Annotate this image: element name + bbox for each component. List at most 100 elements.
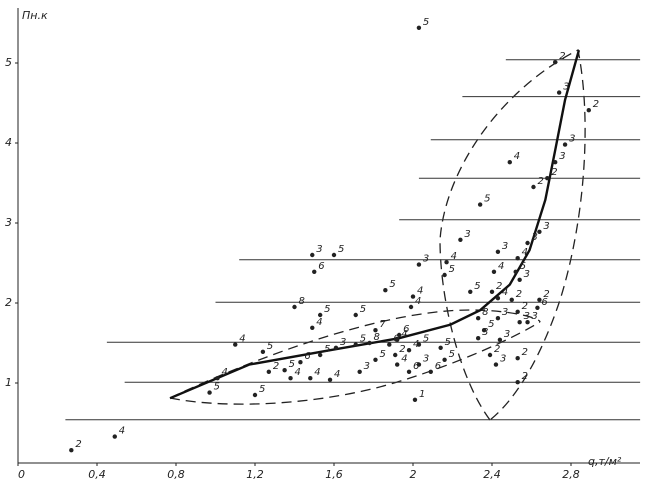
point [517, 320, 522, 325]
point [396, 332, 402, 338]
point-label: 5 [360, 334, 366, 345]
point [515, 256, 520, 261]
point [497, 337, 503, 342]
point [481, 328, 487, 333]
point [438, 345, 443, 350]
point-label: 4 [415, 296, 421, 307]
x-tick-label: 2 [410, 468, 417, 481]
point-label: 3 [502, 241, 508, 252]
point-label: 2 [75, 439, 81, 450]
point-label: 8 [299, 296, 305, 307]
point-label: 4 [417, 286, 423, 297]
point-label: 4 [221, 367, 227, 378]
point-label: 3 [543, 221, 549, 232]
y-tick-label: 3 [5, 216, 12, 229]
x-axis-label: q,т/м² [588, 455, 622, 468]
point-label: 5 [484, 194, 490, 205]
point [416, 342, 422, 347]
point [495, 249, 501, 254]
point [442, 357, 447, 362]
point [410, 294, 416, 299]
point-label: 5 [474, 281, 480, 292]
point-label: 2 [522, 301, 528, 312]
point [475, 316, 481, 321]
point-label: 2 [522, 371, 528, 382]
point [537, 229, 542, 234]
point-label: 4 [316, 317, 322, 328]
point [458, 237, 463, 242]
point-label: 5 [423, 17, 429, 28]
point [489, 289, 495, 294]
point [266, 369, 272, 374]
x-tick-label: 1,2 [246, 468, 264, 481]
point-label: 6 [435, 361, 441, 372]
point [333, 345, 339, 350]
point-label: 5 [379, 349, 385, 360]
point [416, 362, 422, 367]
point [412, 397, 418, 402]
point-label: 4 [334, 369, 340, 380]
point-label: 5 [338, 244, 344, 255]
x-tick-label: 2,4 [483, 468, 501, 481]
point-label: 2 [537, 176, 543, 187]
point-label: 6 [318, 261, 324, 272]
point-label: 4 [514, 151, 520, 162]
point-label: 4 [522, 247, 528, 258]
point [373, 328, 378, 333]
point [298, 360, 303, 365]
point [509, 297, 514, 302]
point-label: 6 [304, 351, 310, 362]
x-tick-label: 0,8 [167, 468, 185, 481]
point [252, 392, 258, 398]
point-label: 4 [498, 261, 504, 272]
point [112, 434, 117, 439]
point [292, 304, 297, 310]
point-label: 3 [340, 337, 346, 348]
point [535, 305, 540, 310]
point-label: 3 [482, 327, 488, 338]
point-label: 4 [314, 367, 320, 378]
point [327, 377, 333, 382]
point [373, 357, 378, 362]
point [537, 297, 542, 302]
point [515, 356, 520, 361]
point [531, 184, 536, 190]
point-label: 5 [449, 349, 455, 360]
point-label: 3 [464, 229, 470, 240]
point-label: 5 [520, 261, 526, 272]
point-label: 4 [119, 426, 125, 437]
point [393, 352, 398, 358]
point-label: 2 [522, 347, 528, 358]
point [477, 202, 483, 207]
y-tick-label: 5 [5, 56, 12, 69]
point-label: 4 [451, 251, 457, 262]
point-label: 6 [403, 324, 409, 335]
point [586, 108, 591, 113]
point [233, 342, 238, 347]
point [312, 269, 317, 274]
trend-curve [169, 49, 581, 400]
point-label: 5 [449, 264, 455, 275]
point-label: 3 [563, 82, 569, 93]
point-label: 6 [413, 361, 419, 372]
point-label: 5 [445, 337, 451, 348]
y-tick-label: 1 [5, 376, 12, 389]
point-label: 8 [482, 307, 488, 318]
point [353, 342, 358, 347]
point-label: 5 [259, 384, 265, 395]
point [215, 376, 220, 381]
point [515, 380, 520, 385]
point-label: 8 [374, 332, 380, 343]
point-label: 2 [496, 281, 502, 292]
point [69, 448, 74, 453]
point-label: 5 [324, 304, 330, 315]
point-label: 4 [413, 339, 419, 350]
point-label: 4 [401, 329, 407, 340]
point [395, 362, 400, 367]
point [507, 160, 512, 165]
point-label: 3 [569, 134, 575, 145]
point [416, 262, 422, 267]
point-label: 2 [559, 51, 565, 62]
point-label: 3 [423, 354, 429, 365]
